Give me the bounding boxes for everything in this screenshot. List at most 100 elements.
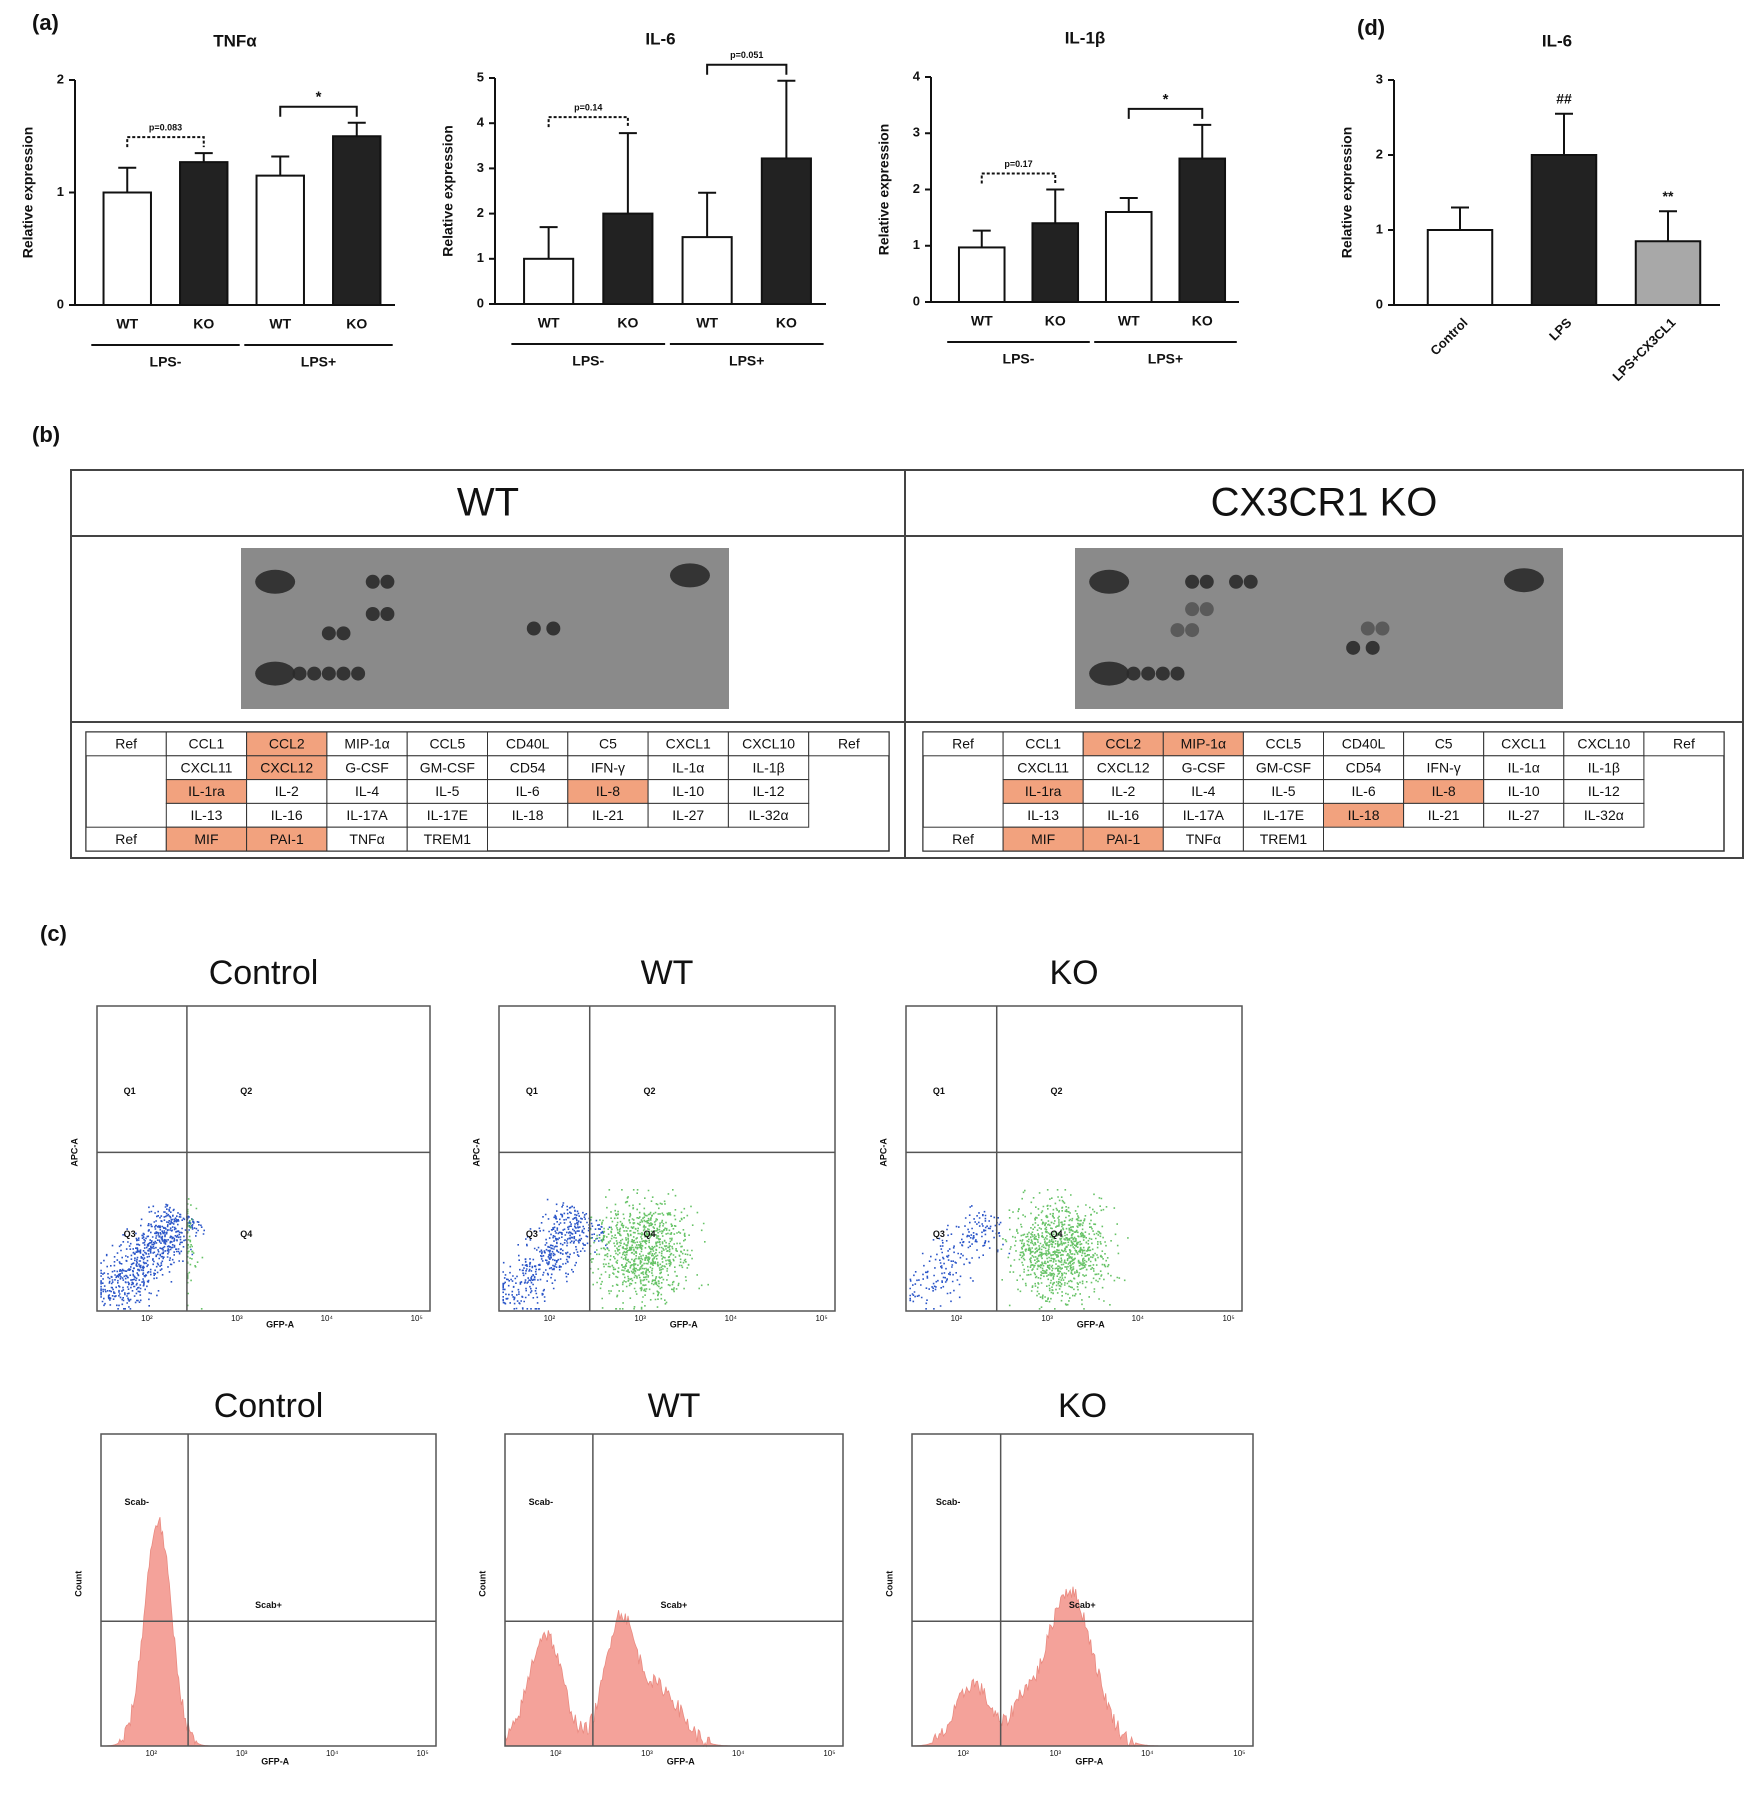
x-tick-label: 10⁴ bbox=[321, 1314, 334, 1323]
x-tick-label: KO bbox=[617, 315, 638, 331]
blot-spot bbox=[336, 626, 351, 641]
array-cell-label: IL-1α bbox=[672, 759, 704, 775]
y-tick-label: 5 bbox=[477, 69, 484, 84]
array-cell-label: IL-13 bbox=[1027, 807, 1059, 823]
array-cell bbox=[727, 802, 810, 828]
plot-title: Control bbox=[209, 954, 319, 992]
array-cell-label: CCL1 bbox=[189, 736, 225, 752]
blot-spot bbox=[365, 574, 380, 589]
array-cell bbox=[808, 731, 890, 757]
blot-spot bbox=[1185, 574, 1200, 589]
blot-spot bbox=[1170, 623, 1185, 638]
array-cell-label: IL-12 bbox=[753, 783, 785, 799]
array-cell-label: Ref bbox=[952, 831, 974, 847]
array-cell-label: CXCL11 bbox=[1017, 759, 1069, 775]
x-tick-label: KO bbox=[193, 316, 214, 332]
x-tick-label: 10² bbox=[957, 1749, 969, 1758]
blot-spot bbox=[336, 666, 351, 681]
array-cell-label: IL-17A bbox=[346, 807, 388, 823]
bracket bbox=[126, 136, 205, 148]
x-tick-label: 10⁵ bbox=[411, 1314, 423, 1323]
y-axis-label: Relative expression bbox=[20, 127, 36, 259]
bar bbox=[102, 191, 152, 306]
array-cell-label: Ref bbox=[115, 736, 137, 752]
array-cell-label: IFN-γ bbox=[591, 759, 625, 775]
blot-spot bbox=[255, 569, 296, 594]
y-axis-label: APC-A bbox=[878, 1138, 888, 1167]
x-tick-label: WT bbox=[696, 315, 718, 331]
x-tick-label: 10⁴ bbox=[725, 1314, 738, 1323]
array-cell-label: Ref bbox=[952, 736, 974, 752]
y-axis-label: Count bbox=[477, 1571, 487, 1597]
significance: p=0.17 bbox=[1004, 159, 1032, 169]
panel-label: (a) bbox=[32, 10, 59, 35]
significance: ## bbox=[1556, 90, 1572, 106]
quadrant-label: Q4 bbox=[643, 1229, 655, 1239]
array-cell bbox=[1563, 802, 1645, 828]
y-tick-label: 3 bbox=[913, 125, 920, 140]
array-cell-label: CCL5 bbox=[1266, 736, 1302, 752]
dot-cloud bbox=[502, 1198, 611, 1310]
bar bbox=[1178, 157, 1227, 303]
bracket bbox=[547, 116, 629, 128]
blot-spot bbox=[1365, 640, 1380, 655]
plot-frame bbox=[504, 1433, 844, 1747]
bar bbox=[957, 246, 1006, 303]
dot-cloud bbox=[1000, 1189, 1129, 1310]
plot-frame bbox=[100, 1433, 437, 1747]
array-cell-label: IL-32α bbox=[749, 807, 789, 823]
quadrant-label: Q1 bbox=[526, 1086, 538, 1096]
significance: * bbox=[316, 89, 322, 106]
x-tick-label: 10⁴ bbox=[1132, 1314, 1145, 1323]
x-tick-label: KO bbox=[776, 315, 797, 331]
y-tick-label: 1 bbox=[477, 250, 484, 265]
x-tick-label: WT bbox=[116, 316, 138, 332]
plot-frame bbox=[905, 1005, 1243, 1312]
x-tick-label: WT bbox=[1118, 313, 1140, 329]
array-cell-label: CD40L bbox=[506, 736, 550, 752]
array-cell-label: CD54 bbox=[510, 759, 546, 775]
array-cell-label: IL-5 bbox=[1271, 783, 1295, 799]
y-tick-label: 1 bbox=[1376, 221, 1383, 236]
array-title: CX3CR1 KO bbox=[1211, 481, 1438, 525]
blot-spot bbox=[1199, 602, 1214, 617]
y-tick-label: 0 bbox=[913, 293, 920, 308]
panel-label: (b) bbox=[32, 422, 60, 447]
plot-frame bbox=[498, 1005, 836, 1312]
array-cell-label: TNFα bbox=[1186, 831, 1221, 847]
bar bbox=[1104, 211, 1153, 303]
blot-spot bbox=[546, 621, 561, 636]
array-cell-label: Ref bbox=[838, 736, 860, 752]
gate-label: Scab- bbox=[124, 1497, 149, 1507]
array-cell-label: IL-1α bbox=[1508, 759, 1540, 775]
bar bbox=[1530, 154, 1598, 306]
array-cell-label: IL-16 bbox=[271, 807, 303, 823]
bar bbox=[1426, 229, 1494, 306]
blot-spot bbox=[1503, 568, 1544, 593]
array-cell-label: IL-18 bbox=[512, 807, 544, 823]
gate-label: Scab- bbox=[936, 1497, 961, 1507]
array-cell-label: G-CSF bbox=[1182, 759, 1226, 775]
array-cell-label: IL-4 bbox=[1191, 783, 1215, 799]
array-cell-label: CD54 bbox=[1346, 759, 1382, 775]
significance: p=0.14 bbox=[574, 103, 602, 113]
array-cell-label: IL-8 bbox=[596, 783, 620, 799]
bar bbox=[179, 161, 229, 306]
array-cell-label: TREM1 bbox=[1260, 831, 1308, 847]
blot-spot bbox=[380, 574, 395, 589]
array-cell-label: PAI-1 bbox=[1106, 831, 1140, 847]
group-label: LPS- bbox=[1003, 351, 1035, 367]
bar bbox=[332, 135, 382, 306]
array-cell-label: PAI-1 bbox=[270, 831, 304, 847]
chart-title: IL-6 bbox=[1542, 31, 1572, 50]
x-tick-label: KO bbox=[1192, 313, 1213, 329]
blot-spot bbox=[1126, 666, 1141, 681]
quadrant-label: Q3 bbox=[526, 1229, 538, 1239]
array-cell-label: IL-2 bbox=[1111, 783, 1135, 799]
blot-spot bbox=[1360, 621, 1375, 636]
x-tick-label: 10⁵ bbox=[416, 1749, 428, 1758]
x-tick-label: LPS bbox=[1546, 315, 1575, 344]
x-tick-label: 10² bbox=[141, 1314, 153, 1323]
bracket bbox=[706, 63, 788, 75]
